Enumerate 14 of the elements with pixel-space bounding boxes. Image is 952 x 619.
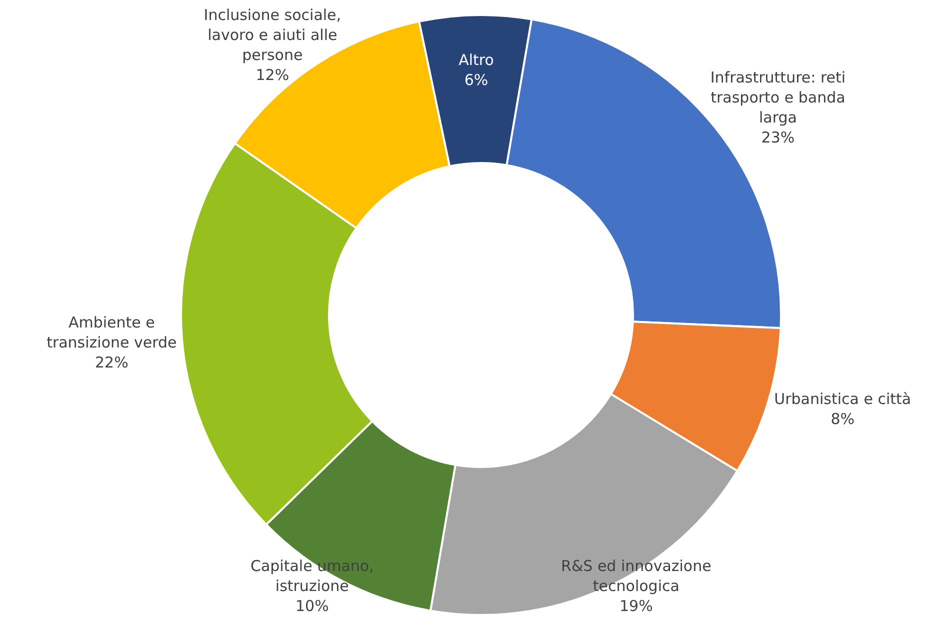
slice-label: Altro: [458, 51, 494, 70]
slice-label: Urbanistica e città: [774, 390, 912, 408]
data-label: 23%: [761, 128, 795, 147]
slice-label: Capitale umano, istruzione: [250, 557, 374, 595]
data-label: 19%: [620, 597, 653, 615]
slice-label: Inclusione sociale, lavoro e aiuti alle persone: [204, 6, 342, 64]
slice-label: Infrastrutture: reti trasporto e banda larga: [710, 68, 846, 127]
data-label: 6%: [464, 71, 488, 90]
data-label: 12%: [256, 66, 290, 84]
slice-label: Ambiente e transizione verde: [46, 314, 177, 352]
data-label: 10%: [295, 597, 329, 615]
data-label: 22%: [95, 354, 128, 372]
data-label: 8%: [830, 410, 854, 428]
slice-label: R&S ed innovazione tecnologica: [561, 557, 712, 595]
